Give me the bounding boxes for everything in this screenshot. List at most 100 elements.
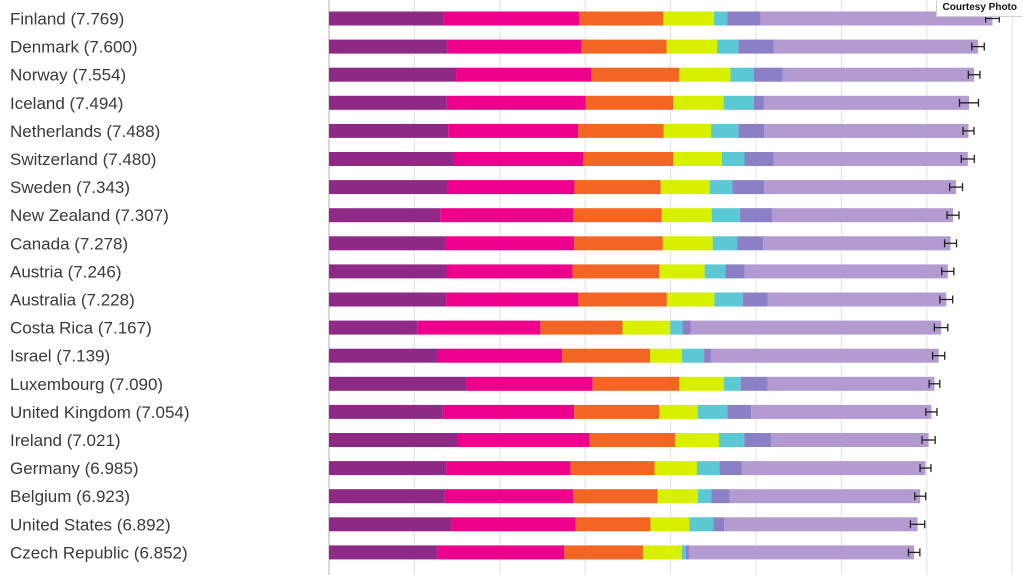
bar-segment-3 [574,180,661,195]
country-label: Ireland (7.021) [10,431,121,450]
bar-segment-2 [417,320,541,335]
bar-segment-2 [466,376,593,391]
country-label: Canada (7.278) [10,234,128,253]
bar-segment-4 [673,95,724,110]
bar-segment-3 [540,320,623,335]
bar-segment-7 [760,11,993,26]
bar-segment-1 [329,292,447,307]
country-label: Czech Republic (6.852) [10,543,188,562]
bar-segment-5 [719,433,745,447]
bar-segment-3 [581,39,667,54]
bar-segment-5 [670,320,683,335]
bar-segment-3 [592,376,680,391]
bar-segment-5 [681,545,686,560]
bar-segment-7 [741,461,926,476]
bar-segment-3 [589,433,675,447]
country-label: Finland (7.769) [10,10,124,29]
bar-segment-2 [451,517,576,532]
bar-segment-2 [446,95,586,110]
error-bars [907,14,1000,557]
error-bar [946,211,960,220]
country-label: Israel (7.139) [10,347,110,366]
country-label: Luxembourg (7.090) [10,375,163,394]
bar-segment-7 [724,517,918,532]
bar-segment-4 [661,208,712,223]
bar-segment-5 [724,376,741,391]
bar-segment-1 [329,11,444,26]
bar-segment-1 [329,376,467,391]
bar-segment-2 [448,123,579,138]
error-bar [967,70,981,79]
bar-segment-7 [782,67,975,82]
bar-segment-7 [764,180,957,195]
bar-segment-5 [697,404,728,419]
error-bar [960,155,975,163]
bar-segment-1 [329,208,441,223]
bar-segment-5 [722,152,745,166]
bar-segment-6 [719,461,742,476]
bar-segment-7 [711,348,939,363]
bar-segment-3 [585,95,674,110]
bar-segment-2 [456,67,592,82]
bar-segment-5 [730,67,754,82]
gridlines [328,0,1013,575]
country-label: Germany (6.985) [10,459,139,478]
bar-segment-5 [709,180,733,195]
bar-segment-6 [744,152,774,166]
error-bar [909,520,926,529]
bar-segment-2 [447,180,575,195]
bar-segment-6 [740,376,768,391]
bar-segment-3 [578,292,667,307]
bar-segment-1 [329,123,449,138]
bar-segment-3 [583,152,674,166]
bar-segment-1 [329,433,458,447]
bar-segment-2 [446,264,573,279]
country-labels: Finland (7.769) Denmark (7.600) Norway (7.… [10,10,190,563]
bar-segment-6 [704,348,712,363]
bar-segment-1 [329,545,438,560]
bar-segment-7 [770,433,929,447]
bar-segment-6 [685,545,689,560]
bar-segment-5 [704,264,726,279]
country-label: United States (6.892) [10,515,171,534]
error-bar [919,464,932,473]
bar-segment-4 [622,320,671,335]
bar-segment-5 [681,348,705,363]
bar-segment-5 [714,292,743,307]
bar-segment-4 [679,376,725,391]
bar-segment-2 [443,11,579,26]
country-label: Sweden (7.343) [10,178,130,197]
bar-segment-1 [329,67,457,82]
country-label: New Zealand (7.307) [10,206,169,225]
bar-segment-2 [442,404,575,419]
bar-segment-2 [453,152,584,166]
bar-segment-4 [650,517,690,532]
bar-segment-4 [659,404,698,419]
bar-segment-4 [660,180,710,195]
bar-segment-7 [764,123,969,138]
bar-segment-1 [329,39,448,54]
country-label: Norway (7.554) [10,66,126,85]
error-bar [928,379,941,388]
bar-segment-5 [711,208,740,223]
bar-segment-5 [717,39,739,54]
country-label: Denmark (7.600) [10,38,138,57]
bar-segment-7 [751,404,932,419]
bar-segment-6 [711,489,730,504]
error-bar [914,492,927,501]
bar-segment-6 [737,236,764,251]
bar-segment-2 [444,489,574,504]
bar-segment-5 [697,489,712,504]
bar-segment-2 [457,433,590,447]
bar-segment-7 [688,545,915,560]
bar-segment-2 [446,461,571,476]
bar-segment-5 [711,123,739,138]
bar-segment-6 [682,320,691,335]
bar-segment-7 [772,208,954,223]
bar-segment-3 [591,67,679,82]
bar-segment-4 [659,264,705,279]
error-bar [921,436,936,444]
bar-segment-7 [690,320,942,335]
bar-segment-3 [564,545,643,560]
bar-segment-7 [773,39,979,54]
